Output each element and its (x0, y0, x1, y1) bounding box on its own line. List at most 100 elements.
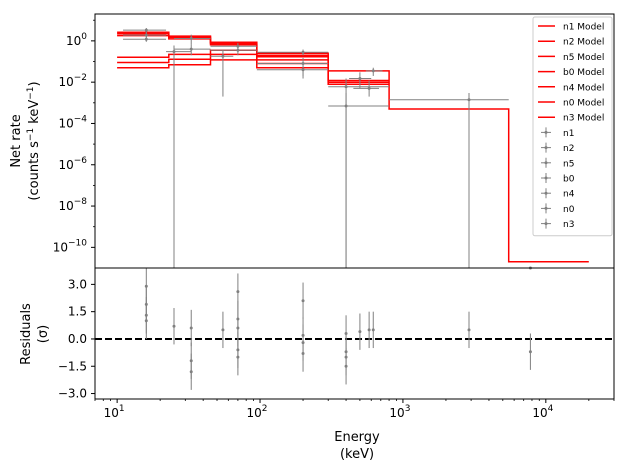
legend-entry: n3 Model (538, 114, 604, 124)
residual-marker (236, 326, 240, 330)
residual-point-21 (344, 348, 348, 385)
ylabel-part-c: ) (27, 81, 42, 86)
data-point-13 (328, 92, 390, 268)
data-marker (189, 47, 193, 51)
data-marker (172, 50, 176, 54)
legend-entry: n0 Model (538, 99, 604, 109)
y-tick-exponent: −8 (74, 197, 88, 207)
data-point-3 (166, 45, 192, 268)
residual-marker (301, 352, 305, 356)
legend-data-marker (544, 206, 548, 210)
data-marker (301, 68, 305, 72)
x-tick-exponent: 3 (405, 404, 411, 414)
residual-point-8 (221, 311, 225, 349)
residual-point-3 (144, 302, 148, 339)
x-tick-exponent: 2 (262, 404, 268, 414)
legend-label: n1 (563, 129, 574, 139)
legend-entry: n2 (541, 142, 574, 154)
ylabel-part-b: keV (27, 100, 42, 128)
x-tick-exponent: 4 (548, 404, 554, 414)
ylabel-exp-b: −1 (26, 86, 36, 99)
residual-marker (467, 328, 471, 332)
data-points-group (123, 27, 546, 270)
legend: n1 Model n2 Model n5 Model b0 Model n4 Model… (532, 16, 613, 237)
bottom-y-axis-label-line1: Residuals (19, 303, 34, 365)
data-marker (189, 37, 193, 41)
data-point-16 (365, 67, 383, 76)
data-marker (344, 85, 348, 89)
legend-data-marker (544, 222, 548, 226)
legend-data-marker (544, 176, 548, 180)
y-tick-label: 10−10 (53, 238, 88, 254)
bottom-y-ticks: 3.0 1.5 0.0 −1.5 −3.0 (58, 277, 95, 401)
residual-marker (189, 326, 193, 330)
residual-marker (236, 355, 240, 359)
y-tick-base: 10 (53, 240, 68, 254)
residual-point-14 (301, 282, 305, 319)
y-tick-base: 10 (58, 199, 73, 213)
x-tick-label: 101 (104, 404, 125, 420)
data-marker (358, 77, 362, 81)
legend-label: n2 Model (563, 38, 604, 48)
bottom-x-ticks: 101 102 103 104 (94, 399, 615, 420)
legend-label: n1 Model (563, 23, 604, 33)
x-tick-label: 102 (247, 404, 268, 420)
y-tick-exponent: −4 (74, 114, 88, 124)
legend-entry: n0 (541, 203, 575, 215)
data-marker (144, 33, 148, 37)
data-point-0 (123, 27, 167, 34)
legend-entry: n4 Model (538, 83, 604, 93)
data-marker (144, 37, 148, 41)
top-y-axis-label-line2: (counts s−1 keV−1) (26, 81, 42, 200)
legend-label: n4 (563, 190, 575, 200)
bottom-plot-frame (94, 267, 615, 400)
legend-label: n3 Model (563, 114, 604, 124)
top-y-axis-label-line1: Net rate (9, 114, 24, 167)
residual-point-5 (189, 309, 193, 347)
x-axis-label-line1: Energy (334, 430, 380, 445)
data-point-6 (210, 50, 234, 97)
residual-point-26 (528, 333, 532, 370)
legend-data-marker (544, 130, 548, 134)
legend-data-marker (544, 191, 548, 195)
x-tick-base: 10 (247, 406, 262, 420)
x-tick-label: 103 (389, 404, 410, 420)
residual-marker (144, 319, 148, 323)
legend-entry: b0 Model (538, 68, 604, 78)
residual-marker (371, 328, 375, 332)
y-tick-label: 10−8 (58, 197, 87, 213)
y-tick-label: 10−2 (58, 73, 87, 89)
residual-marker (367, 328, 371, 332)
data-marker (221, 54, 225, 58)
residual-y-tick-label: 1.5 (68, 305, 87, 319)
residual-point-13 (236, 338, 240, 376)
data-point-4 (173, 34, 211, 45)
y-tick-label: 10−6 (58, 156, 87, 172)
legend-label: b0 (563, 175, 575, 185)
y-tick-exponent: 0 (81, 32, 87, 42)
data-point-17 (389, 92, 509, 268)
legend-label: b0 Model (563, 68, 604, 78)
legend-data-marker (544, 161, 548, 165)
legend-label: n5 (563, 159, 574, 169)
ylabel-exp-a: −1 (26, 128, 36, 141)
x-tick-base: 10 (532, 406, 547, 420)
x-tick-base: 10 (389, 406, 404, 420)
data-point-10 (256, 63, 329, 79)
residual-point-4 (172, 308, 176, 345)
y-tick-base: 10 (58, 158, 73, 172)
residual-marker (301, 299, 305, 303)
residual-point-17 (301, 335, 305, 372)
legend-entry: b0 (541, 173, 575, 185)
data-point-15 (353, 80, 379, 97)
residual-marker (221, 328, 225, 332)
legend-box (532, 16, 613, 237)
legend-entry: n5 (541, 157, 574, 169)
data-marker (301, 50, 305, 54)
data-marker (144, 28, 148, 32)
legend-label: n5 Model (563, 53, 604, 63)
